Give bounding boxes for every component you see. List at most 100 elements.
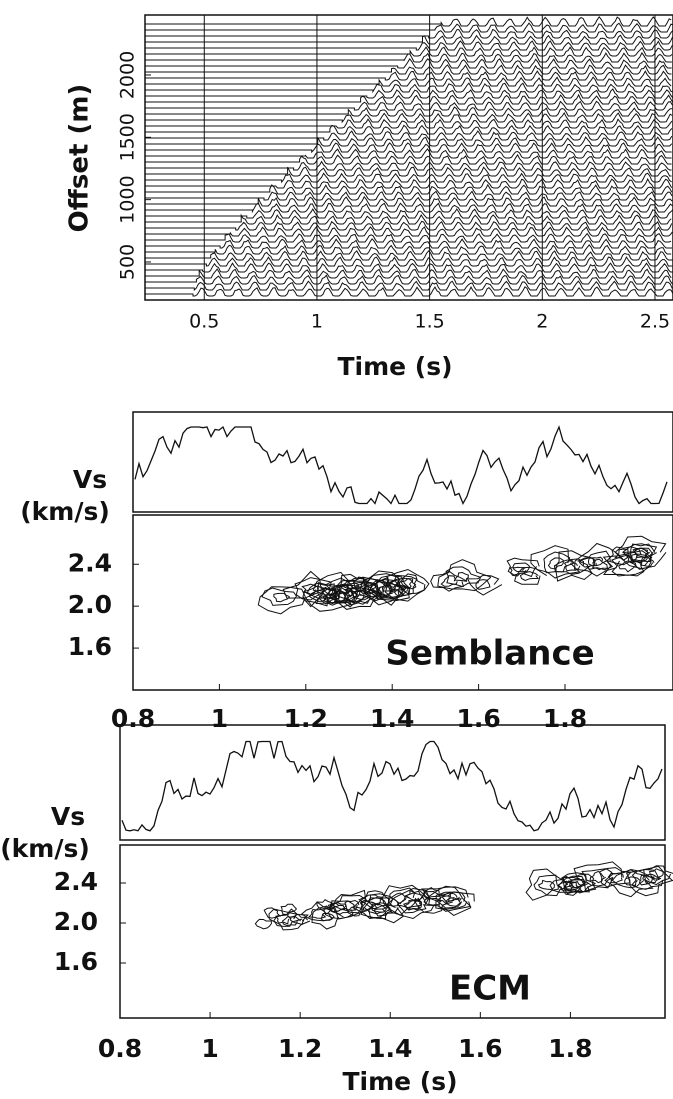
- trace: [145, 28, 673, 39]
- contour-line: [557, 875, 590, 896]
- trace: [145, 51, 672, 63]
- contour-line: [323, 900, 355, 920]
- contour-line: [553, 558, 591, 575]
- trace: [145, 256, 673, 267]
- annotation: ECM: [449, 969, 531, 1009]
- y-axis-label: Offset (m): [65, 84, 95, 233]
- trace: [145, 106, 673, 117]
- trace: [145, 250, 673, 261]
- contour-line: [300, 901, 335, 922]
- trace: [145, 177, 673, 189]
- contour-line: [320, 912, 335, 922]
- trace: [145, 15, 672, 27]
- contour-line: [573, 861, 623, 892]
- contour-line: [263, 907, 281, 919]
- y-tick-label: 2.0: [54, 907, 98, 936]
- x-tick-label: 1.2: [284, 704, 328, 733]
- contour-line: [358, 890, 393, 910]
- contour-line: [506, 557, 540, 578]
- y-axis-label: Vs: [73, 465, 107, 494]
- seismic-traces: [145, 15, 673, 297]
- y-axis-label: (km/s): [0, 834, 90, 863]
- x-tick-label: 1.5: [415, 311, 445, 333]
- contour-line: [346, 906, 364, 917]
- contour-line: [576, 550, 614, 571]
- contour-line: [563, 559, 581, 572]
- contour-line: [301, 583, 319, 595]
- trace: [145, 208, 673, 219]
- trace: [145, 142, 672, 154]
- contour-line: [440, 575, 458, 587]
- contour-line: [445, 566, 482, 588]
- x-tick-label: 2.5: [640, 311, 670, 333]
- contour-line: [306, 582, 342, 605]
- y-tick-label: 1.6: [54, 947, 98, 976]
- plot-frame: [144, 14, 673, 301]
- contour-line: [512, 562, 531, 573]
- x-tick-label: 1: [201, 1034, 218, 1063]
- contour-line: [368, 894, 384, 905]
- contour-line: [332, 904, 349, 915]
- trace: [145, 112, 673, 124]
- contour-line: [568, 877, 586, 889]
- contour-line: [385, 574, 418, 597]
- contour-line: [363, 573, 410, 602]
- contour-line: [261, 587, 298, 606]
- trace: [145, 280, 673, 292]
- x-axis-label: Time (s): [342, 1067, 457, 1096]
- trace: [145, 183, 673, 195]
- plot-frame: [132, 514, 673, 691]
- trace: [145, 202, 673, 214]
- contour-line: [403, 898, 422, 910]
- contour-line: [437, 559, 492, 592]
- trace: [145, 225, 673, 237]
- contour-line: [254, 918, 273, 930]
- contour-line: [648, 868, 664, 880]
- contour-line: [602, 550, 653, 576]
- contour-line: [312, 571, 370, 604]
- contour-line: [302, 585, 337, 607]
- trace: [145, 93, 673, 105]
- plot-frame: [119, 844, 666, 1019]
- x-tick-label: 1.2: [278, 1034, 322, 1063]
- contour-line: [525, 868, 573, 901]
- contour-line: [611, 869, 650, 889]
- x-tick-label: 1.6: [456, 704, 500, 733]
- contour-line: [316, 899, 333, 911]
- contour-line: [273, 592, 290, 603]
- trace: [145, 220, 673, 231]
- x-tick-label: 0.5: [189, 311, 219, 333]
- y-tick-label: 1500: [117, 113, 139, 161]
- x-tick-label: 2: [536, 311, 548, 333]
- trace: [145, 213, 672, 225]
- contours: [257, 535, 667, 615]
- trace: [145, 46, 673, 57]
- x-tick-label: 1.6: [458, 1034, 502, 1063]
- contour-line: [280, 903, 297, 916]
- contour-line: [578, 557, 598, 568]
- contours: [254, 861, 673, 931]
- contour-line: [384, 568, 430, 602]
- y-tick-label: 500: [117, 244, 139, 280]
- trace: [145, 172, 672, 184]
- trace: [145, 286, 673, 297]
- x-tick-label: 1: [211, 704, 228, 733]
- trace: [145, 124, 673, 135]
- contour-line: [389, 892, 410, 905]
- y-tick-label: 2.4: [54, 867, 98, 896]
- contour-line: [537, 879, 555, 891]
- contour-line: [405, 899, 423, 911]
- y-tick-label: 1.6: [68, 632, 112, 661]
- contour-line: [307, 908, 327, 919]
- contour-line: [331, 584, 350, 595]
- trace: [145, 195, 673, 207]
- x-tick-label: 0.8: [111, 704, 155, 733]
- trace: [145, 130, 673, 141]
- contour-line: [320, 587, 338, 599]
- max-trace: [134, 425, 668, 506]
- contour-line: [257, 586, 306, 615]
- contour-line: [453, 571, 469, 582]
- contour-line: [324, 577, 360, 603]
